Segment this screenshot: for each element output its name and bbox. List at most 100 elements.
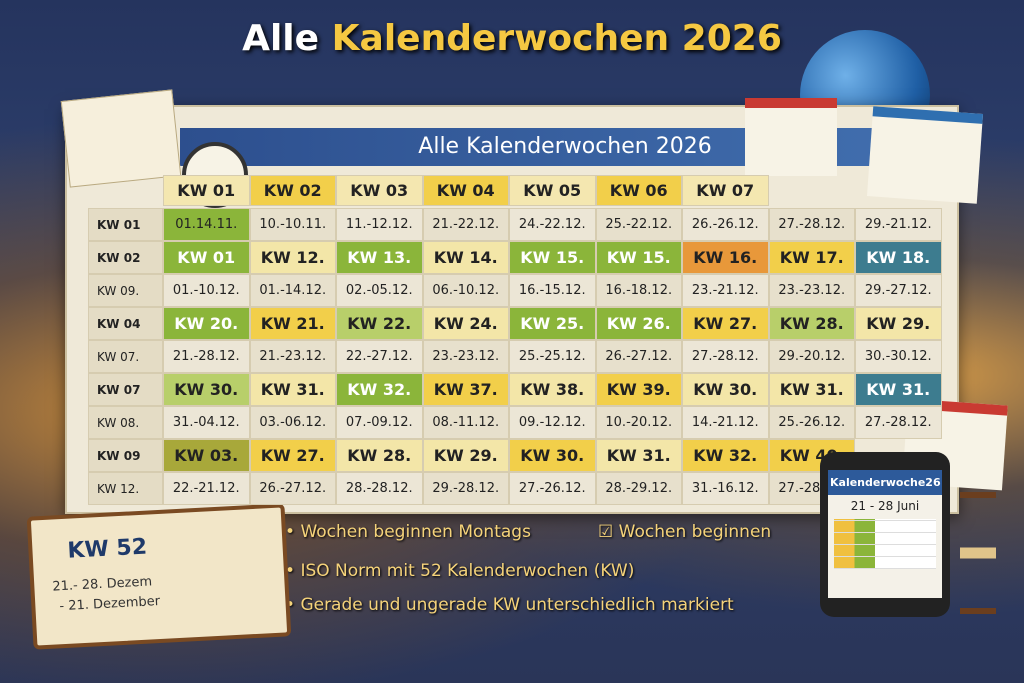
mini-calendar-icon	[745, 98, 837, 176]
book-illustration: KW 52 21.- 28. Dezem - 21. Dezember	[26, 503, 292, 650]
date-cell: 24.-22.12.	[509, 208, 596, 241]
date-cell: 06.-10.12.	[422, 274, 509, 307]
date-cell: 10.-20.12.	[595, 406, 682, 439]
column-header: KW 04	[422, 175, 509, 206]
date-cell: 29.-28.12.	[422, 472, 509, 505]
date-cell: 25.-22.12.	[595, 208, 682, 241]
week-cell: KW 30.	[163, 373, 250, 406]
week-cell: KW 20.	[163, 307, 250, 340]
date-cell: 26.-27.12.	[595, 340, 682, 373]
page-title: Alle Kalenderwochen 2026	[0, 18, 1024, 59]
column-header: KW 07	[682, 175, 769, 206]
date-cell: 10.-10.11.	[249, 208, 336, 241]
note-calendar-icon	[60, 89, 182, 188]
week-cell: KW 14.	[422, 241, 509, 274]
phone-grid	[834, 519, 936, 569]
week-cell: KW 16.	[682, 241, 769, 274]
week-cell: KW 22.	[336, 307, 423, 340]
note-text: ISO Norm mit 52 Kalenderwochen (KW)	[300, 561, 635, 581]
date-cell: 11.-12.12.	[336, 208, 423, 241]
week-cell: KW 28.	[336, 439, 423, 472]
phone-screen: Kalenderwoche26 21 - 28 Juni	[828, 470, 942, 598]
date-cell: 30.-30.12.	[855, 340, 942, 373]
week-cell: KW 29.	[422, 439, 509, 472]
week-cell: KW 26.	[595, 307, 682, 340]
row-label: KW 04	[88, 307, 163, 340]
mini-calendar-icon	[866, 106, 984, 204]
date-cell: 29.-27.12.	[855, 274, 942, 307]
week-cell: KW 24.	[422, 307, 509, 340]
hourglass-icon	[960, 492, 996, 614]
date-cell: 28.-29.12.	[595, 472, 682, 505]
phone-title: Kalenderwoche26	[828, 470, 942, 495]
week-cell: KW 38.	[509, 373, 596, 406]
week-cell: KW 30.	[682, 373, 769, 406]
date-cell: 21.-28.12.	[163, 340, 250, 373]
date-cell: 22.-27.12.	[336, 340, 423, 373]
note: • Wochen beginnen Montags	[285, 522, 531, 542]
book-line: 21.- 28. Dezem	[52, 574, 153, 595]
date-cell: 22.-21.12.	[163, 472, 250, 505]
row-label: KW 01	[88, 208, 163, 241]
week-cell: KW 13.	[336, 241, 423, 274]
date-cell: 07.-09.12.	[336, 406, 423, 439]
note: • Gerade und ungerade KW unterschiedlich…	[285, 595, 734, 615]
week-cell: KW 31.	[249, 373, 336, 406]
row-label: KW 09.	[88, 274, 163, 307]
date-cell: 27.-26.12.	[509, 472, 596, 505]
row-label: KW 08.	[88, 406, 163, 439]
title-lead: Alle	[242, 18, 320, 59]
date-cell: 16.-15.12.	[509, 274, 596, 307]
date-cell: 28.-28.12.	[336, 472, 423, 505]
week-cell: KW 21.	[249, 307, 336, 340]
title-highlight: Kalenderwochen 2026	[331, 18, 782, 59]
row-label: KW 07.	[88, 340, 163, 373]
week-cell: KW 32.	[682, 439, 769, 472]
column-header: KW 03	[336, 175, 423, 206]
week-cell: KW 15.	[595, 241, 682, 274]
week-cell: KW 17.	[768, 241, 855, 274]
date-cell: 31.-16.12.	[682, 472, 769, 505]
week-cell: KW 27.	[682, 307, 769, 340]
phone-range: 21 - 28 Juni	[850, 499, 920, 513]
week-cell: KW 15.	[509, 241, 596, 274]
column-header: KW 02	[249, 175, 336, 206]
week-cell: KW 31.	[768, 373, 855, 406]
date-cell: 01.-10.12.	[163, 274, 250, 307]
date-cell: 31.-04.12.	[163, 406, 250, 439]
column-header: KW 01	[163, 175, 250, 206]
date-cell: 08.-11.12.	[422, 406, 509, 439]
row-label: KW 09	[88, 439, 163, 472]
row-label: KW 07	[88, 373, 163, 406]
note: • ISO Norm mit 52 Kalenderwochen (KW)	[285, 561, 635, 581]
note-text: Wochen beginnen	[618, 522, 772, 542]
book-line: - 21. Dezember	[59, 593, 161, 615]
date-cell: 16.-18.12.	[595, 274, 682, 307]
date-cell: 02.-05.12.	[336, 274, 423, 307]
week-cell: KW 27.	[249, 439, 336, 472]
week-cell: KW 28.	[768, 307, 855, 340]
date-cell: 25.-25.12.	[509, 340, 596, 373]
date-cell: 14.-21.12.	[682, 406, 769, 439]
note: ☑ Wochen beginnen	[598, 522, 772, 542]
date-cell: 21.-22.12.	[422, 208, 509, 241]
date-cell: 09.-12.12.	[509, 406, 596, 439]
date-cell: 03.-06.12.	[249, 406, 336, 439]
column-header: KW 05	[509, 175, 596, 206]
date-cell: 25.-26.12.	[768, 406, 855, 439]
row-label: KW 02	[88, 241, 163, 274]
date-cell: 26.-26.12.	[682, 208, 769, 241]
week-cell: KW 31.	[595, 439, 682, 472]
date-cell: 23.-23.12.	[768, 274, 855, 307]
note-text: Wochen beginnen Montags	[300, 522, 531, 542]
date-cell: 23.-21.12.	[682, 274, 769, 307]
week-cell: KW 03.	[163, 439, 250, 472]
week-cell: KW 37.	[422, 373, 509, 406]
date-cell: 29.-20.12.	[768, 340, 855, 373]
week-cell: KW 32.	[336, 373, 423, 406]
date-cell: 23.-23.12.	[422, 340, 509, 373]
note-text: Gerade und ungerade KW unterschiedlich m…	[300, 595, 734, 615]
date-cell: 27.-28.12.	[682, 340, 769, 373]
date-cell: 21.-23.12.	[249, 340, 336, 373]
